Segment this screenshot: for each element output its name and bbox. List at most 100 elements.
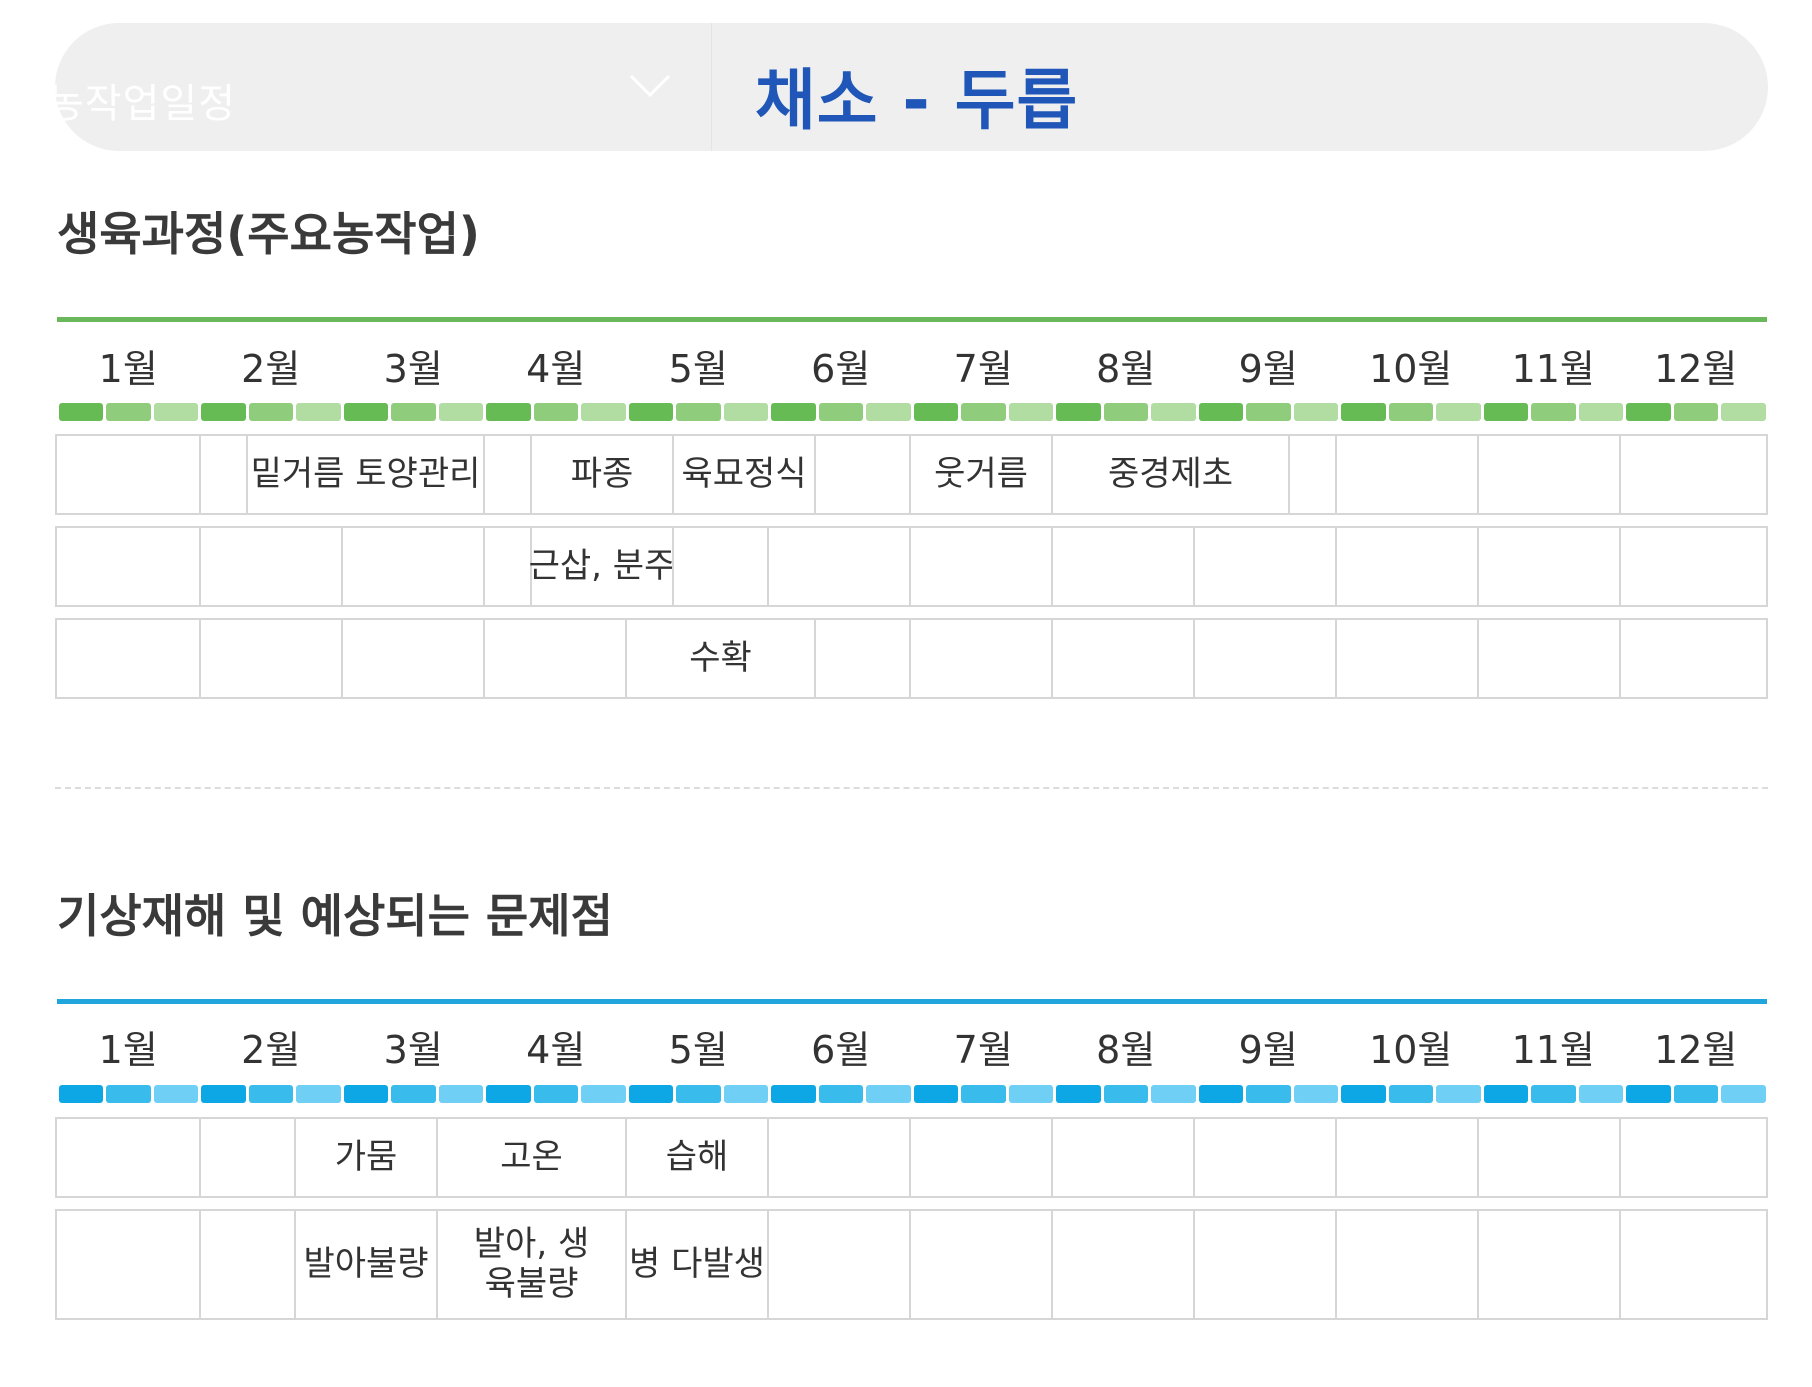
month-bar-segment bbox=[248, 403, 293, 421]
growth-month-label: 10월 bbox=[1369, 347, 1453, 391]
weather-cell bbox=[57, 1119, 199, 1196]
month-bar-segment bbox=[201, 1085, 246, 1103]
month-bar-segment bbox=[1721, 1085, 1766, 1103]
growth-row-2: 근삽, 분주 bbox=[55, 526, 1768, 607]
growth-cell bbox=[341, 528, 483, 605]
month-bar-segment bbox=[961, 403, 1006, 421]
weather-month-label: 2월 bbox=[241, 1028, 301, 1072]
month-bar-segment bbox=[1103, 1085, 1148, 1103]
weather-cell bbox=[767, 1119, 909, 1196]
growth-section-title: 생육과정(주요농작업) bbox=[57, 207, 480, 261]
weather-problem-poor-germination: 발아불량 bbox=[294, 1211, 436, 1318]
weather-cell bbox=[1477, 1119, 1619, 1196]
growth-cell bbox=[1288, 436, 1335, 513]
month-bar-segment bbox=[628, 1085, 673, 1103]
month-bar-segment bbox=[1008, 403, 1053, 421]
growth-cell bbox=[814, 436, 909, 513]
month-bar-segment bbox=[153, 1085, 198, 1103]
dropdown-value: 농작업일정 bbox=[55, 81, 236, 127]
growth-row-1: 밑거름 토양관리 파종 육묘정식 웃거름 중경제초 bbox=[55, 434, 1768, 515]
growth-cell bbox=[1477, 620, 1619, 697]
growth-cell bbox=[483, 436, 530, 513]
weather-cell bbox=[909, 1119, 1051, 1196]
month-bar-segment bbox=[1151, 1085, 1196, 1103]
month-bar-segment bbox=[1673, 1085, 1718, 1103]
month-bar-segment bbox=[153, 403, 198, 421]
month-bar-segment bbox=[628, 403, 673, 421]
growth-cell bbox=[909, 528, 1051, 605]
weather-month-header: 1월 2월 3월 4월 5월 6월 7월 8월 9월 10월 11월 12월 bbox=[57, 1019, 1767, 1079]
month-bar-segment bbox=[581, 403, 626, 421]
growth-month-label: 3월 bbox=[383, 347, 443, 391]
weather-month-label: 12월 bbox=[1654, 1028, 1738, 1072]
weather-month-label: 8월 bbox=[1096, 1028, 1156, 1072]
growth-task-fertilizer: 밑거름 토양관리 bbox=[246, 436, 483, 513]
month-bar-segment bbox=[486, 1085, 531, 1103]
growth-task-cutting: 근삽, 분주 bbox=[529, 528, 675, 605]
growth-row-3: 수확 bbox=[55, 618, 1768, 699]
growth-cell bbox=[909, 620, 1051, 697]
month-bar-segment bbox=[1436, 403, 1481, 421]
growth-task-weeding: 중경제초 bbox=[1051, 436, 1288, 513]
month-bar-segment bbox=[676, 403, 721, 421]
growth-month-label: 12월 bbox=[1654, 347, 1738, 391]
weather-cell bbox=[199, 1211, 294, 1318]
month-bar-segment bbox=[486, 403, 531, 421]
month-bar-segment bbox=[1246, 403, 1291, 421]
month-bar-segment bbox=[1436, 1085, 1481, 1103]
month-bar-segment bbox=[438, 1085, 483, 1103]
growth-cell bbox=[767, 528, 909, 605]
month-bar-segment bbox=[866, 403, 911, 421]
growth-cell bbox=[1619, 436, 1766, 513]
growth-month-label: 11월 bbox=[1511, 347, 1595, 391]
growth-cell bbox=[341, 620, 483, 697]
month-bar-segment bbox=[1531, 1085, 1576, 1103]
weather-risk-drought: 가뭄 bbox=[294, 1119, 436, 1196]
month-bar-segment bbox=[106, 1085, 151, 1103]
weather-month-label: 7월 bbox=[953, 1028, 1013, 1072]
month-bar-segment bbox=[1578, 403, 1623, 421]
weather-risk-heat: 고온 bbox=[436, 1119, 625, 1196]
month-bar-segment bbox=[723, 1085, 768, 1103]
weather-cell bbox=[1619, 1211, 1766, 1318]
weather-cell bbox=[1619, 1119, 1766, 1196]
growth-cell bbox=[1051, 528, 1193, 605]
growth-cell bbox=[199, 620, 341, 697]
growth-month-label: 9월 bbox=[1238, 347, 1298, 391]
growth-cell bbox=[57, 436, 199, 513]
month-bar-segment bbox=[1151, 403, 1196, 421]
month-bar-segment bbox=[723, 403, 768, 421]
growth-month-label: 7월 bbox=[953, 347, 1013, 391]
weather-problem-poor-growth: 발아, 생육불량 bbox=[436, 1211, 625, 1318]
chevron-down-icon[interactable] bbox=[628, 73, 672, 99]
month-bar-segment bbox=[1388, 403, 1433, 421]
weather-cell bbox=[767, 1211, 909, 1318]
month-bar-segment bbox=[438, 403, 483, 421]
growth-cell bbox=[672, 528, 767, 605]
month-bar-segment bbox=[866, 1085, 911, 1103]
month-bar-segment bbox=[1056, 1085, 1101, 1103]
month-bar-segment bbox=[1483, 403, 1528, 421]
schedule-type-dropdown[interactable]: 농작업일정 bbox=[55, 23, 712, 151]
growth-cell bbox=[1619, 620, 1766, 697]
weather-problem-disease: 병 다발생 bbox=[625, 1211, 767, 1318]
growth-month-label: 2월 bbox=[241, 347, 301, 391]
month-bar-segment bbox=[1626, 403, 1671, 421]
month-bar-segment bbox=[913, 1085, 958, 1103]
month-bar-segment bbox=[1341, 403, 1386, 421]
growth-cell bbox=[1335, 436, 1477, 513]
growth-task-transplant: 육묘정식 bbox=[672, 436, 814, 513]
weather-month-label: 10월 bbox=[1369, 1028, 1453, 1072]
growth-section-divider bbox=[57, 317, 1767, 322]
growth-cell bbox=[199, 436, 246, 513]
header-bar: 농작업일정 채소 - 두릅 bbox=[55, 23, 1768, 151]
weather-section-title: 기상재해 및 예상되는 문제점 bbox=[57, 889, 613, 943]
month-bar-segment bbox=[343, 1085, 388, 1103]
month-bar-segment bbox=[106, 403, 151, 421]
growth-cell bbox=[1477, 436, 1619, 513]
month-bar-segment bbox=[1483, 1085, 1528, 1103]
growth-month-label: 8월 bbox=[1096, 347, 1156, 391]
growth-cell bbox=[199, 528, 341, 605]
growth-cell bbox=[1477, 528, 1619, 605]
weather-month-label: 9월 bbox=[1238, 1028, 1298, 1072]
